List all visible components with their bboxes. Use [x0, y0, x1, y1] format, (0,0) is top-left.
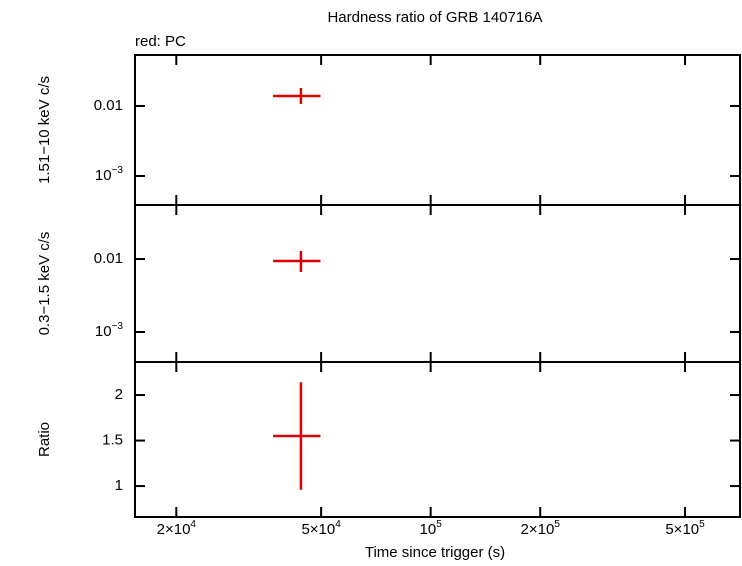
tick-label-exponent: −3 — [112, 165, 124, 176]
y-tick-label: 2 — [115, 386, 123, 403]
x-tick-label: 5×105 — [665, 519, 705, 538]
y-axis-label: 0.3−1.5 keV c/s — [36, 232, 53, 336]
annotation: red: PC — [135, 33, 186, 50]
x-axis-label: Time since trigger (s) — [365, 544, 505, 561]
y-tick-label: 10−3 — [95, 165, 124, 184]
tick-label-base: 5×10 — [301, 521, 335, 538]
tick-label-exponent: 4 — [190, 519, 196, 530]
tick-label-exponent: −3 — [112, 321, 124, 332]
tick-label-exponent: 5 — [436, 519, 442, 530]
panel-frame — [134, 361, 741, 518]
tick-label-exponent: 5 — [699, 519, 705, 530]
y-tick-label: 1.5 — [102, 432, 123, 449]
tick-label-base: 0.01 — [94, 97, 123, 114]
tick-label-base: 5×10 — [665, 521, 699, 538]
tick-label-base: 10 — [420, 521, 437, 538]
y-tick-label: 0.01 — [94, 97, 123, 114]
panel-frame — [134, 54, 741, 206]
tick-label-base: 0.01 — [94, 250, 123, 267]
tick-label-exponent: 4 — [335, 519, 341, 530]
tick-label-base: 2×10 — [157, 521, 191, 538]
y-tick-label: 10−3 — [95, 321, 124, 340]
tick-label-exponent: 5 — [554, 519, 560, 530]
x-tick-label: 2×104 — [157, 519, 197, 538]
tick-label-base: 10 — [95, 167, 112, 184]
x-tick-label: 2×105 — [521, 519, 561, 538]
y-axis-label: Ratio — [36, 422, 53, 457]
y-axis-label: 1.51−10 keV c/s — [36, 76, 53, 184]
tick-label-base: 10 — [95, 323, 112, 340]
y-tick-label: 0.01 — [94, 250, 123, 267]
panel-frame — [134, 204, 741, 363]
x-tick-label: 5×104 — [301, 519, 341, 538]
chart-title: Hardness ratio of GRB 140716A — [327, 9, 542, 26]
tick-label-base: 2×10 — [521, 521, 555, 538]
x-tick-label: 105 — [420, 519, 443, 538]
y-tick-label: 1 — [115, 477, 123, 494]
